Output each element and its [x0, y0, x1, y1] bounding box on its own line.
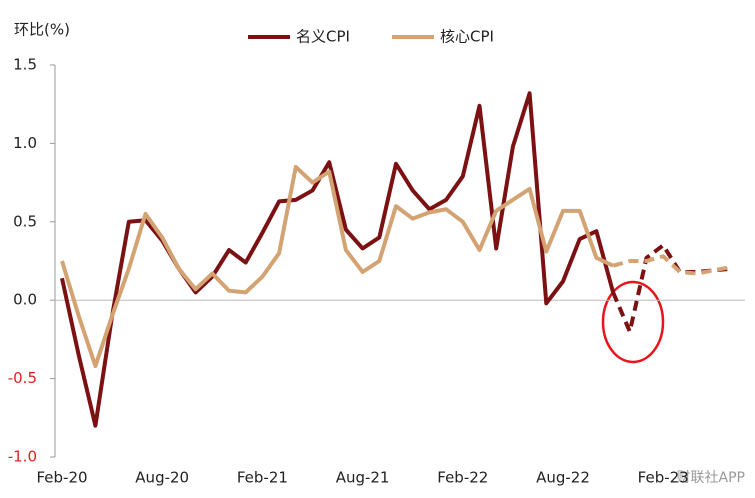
- y-tick-label: -1.0: [8, 448, 37, 466]
- x-tick-label: Feb-23: [638, 469, 689, 487]
- legend-label: 名义CPI: [296, 28, 350, 46]
- highlight-ellipse: [601, 280, 665, 364]
- x-tick-label: Aug-21: [336, 469, 390, 487]
- x-tick-label: Feb-22: [437, 469, 488, 487]
- legend-label: 核心CPI: [440, 28, 494, 46]
- x-tick-label: Aug-20: [135, 469, 189, 487]
- line-series: [60, 164, 614, 369]
- y-tick-label: -0.5: [8, 369, 37, 387]
- y-tick-label: 1.5: [13, 56, 37, 74]
- line-series-dashed: [612, 254, 731, 276]
- line-series-dashed: [611, 243, 731, 334]
- x-tick-label: Aug-22: [536, 469, 590, 487]
- x-tick-label: Feb-20: [36, 469, 87, 487]
- x-tick-label: Feb-21: [237, 469, 288, 487]
- y-tick-label: 0.5: [13, 212, 37, 230]
- watermark: 财联社APP: [677, 470, 745, 486]
- y-tick-label: 0.0: [13, 291, 37, 309]
- y-axis-label: 环比(%): [14, 21, 70, 39]
- line-series: [60, 91, 616, 428]
- y-tick-label: 1.0: [13, 134, 37, 152]
